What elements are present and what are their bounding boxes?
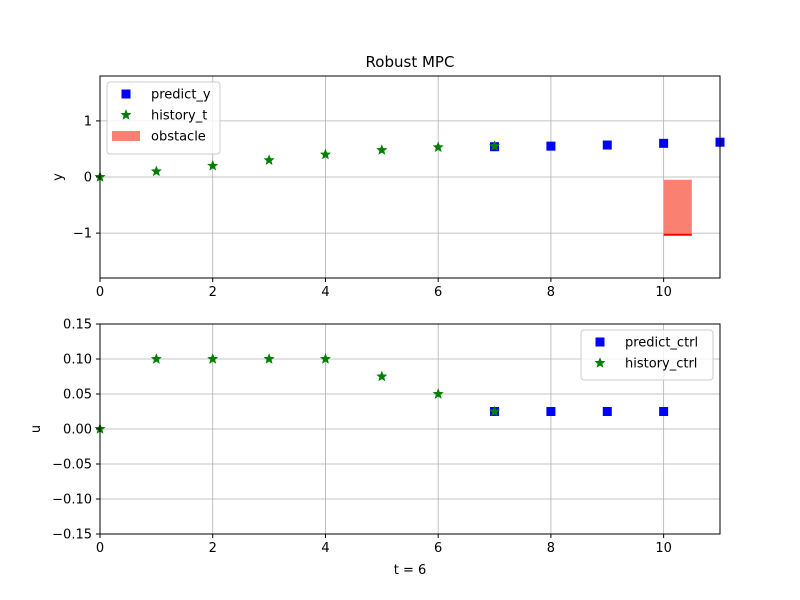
chart-title: Robust MPC [366,53,455,71]
obstacle-rect [663,179,692,235]
x-tick-label: 10 [655,541,672,556]
legend-swatch-history_ctrl [594,357,606,368]
point-predict_y [546,141,556,151]
point-predict_ctrl [602,407,612,416]
legend-label-obstacle: obstacle [151,130,206,145]
x-tick-label: 6 [434,541,442,556]
x-tick-label: 8 [547,541,555,556]
y-tick-label: 0 [84,171,92,186]
point-history_ctrl [263,353,275,364]
point-history_t [150,165,162,177]
bottom-plot-u: 0 2 4 6 8 10 −0.15 −0.10 −0.05 0.00 0.05 0.10 0.15 u p… [29,318,721,557]
y-tick-label: 1 [84,114,92,129]
x-tick-label: 6 [434,285,442,300]
series-history_t [94,140,501,182]
top-legend: predict_y history_t obstacle [106,81,221,155]
legend-label-predict_y: predict_y [151,88,211,103]
point-history_t [207,159,219,171]
x-tick-label: 4 [321,541,329,556]
top-y-axis-label: y [51,173,66,181]
bottom-markers [94,353,669,434]
point-history_ctrl [207,353,219,364]
obstacle [663,179,692,236]
legend-label-predict_ctrl: predict_ctrl [625,336,698,351]
x-tick-label: 2 [209,285,217,300]
point-history_t [263,154,275,165]
x-axis-label: t = 6 [394,563,427,578]
legend-swatch-obstacle [112,131,140,141]
point-history_ctrl [489,405,501,417]
x-tick-label: 0 [96,541,104,556]
point-history_t [376,144,388,155]
x-tick-label: 2 [209,541,217,556]
bottom-ticks: 0 2 4 6 8 10 −0.15 −0.10 −0.05 0.00 0.05 0.10 0.15 [52,318,672,557]
y-tick-label: 0.00 [63,423,92,438]
top-ticks: 0 2 4 6 8 10 −1 0 1 [73,114,672,300]
point-history_t [432,141,444,152]
point-history_t [319,148,331,160]
legend-label-history_ctrl: history_ctrl [625,357,697,372]
x-tick-label: 0 [96,285,104,300]
y-tick-label: −1 [73,227,92,242]
bottom-y-axis-label: u [29,425,44,433]
y-tick-label: 0.05 [63,388,92,403]
legend-swatch-history_t [120,109,132,120]
point-predict_ctrl [546,407,556,416]
x-tick-label: 10 [655,285,672,300]
y-tick-label: −0.10 [52,493,92,508]
y-tick-label: 0.15 [63,318,92,333]
point-history_ctrl [432,388,444,399]
point-history_ctrl [319,353,331,364]
point-history_t [489,140,501,151]
point-predict_y [602,140,612,150]
top-plot-y: 0 2 4 6 8 10 −1 0 1 y predict_y history_t obstacle [51,75,725,300]
x-tick-label: 8 [547,285,555,300]
legend-swatch-predict_ctrl [595,337,605,347]
legend-label-history_t: history_t [151,109,207,124]
x-tick-label: 4 [321,285,329,300]
point-predict_ctrl [659,407,669,416]
y-tick-label: 0.10 [63,353,92,368]
bottom-legend: predict_ctrl history_ctrl [580,329,714,381]
y-tick-label: −0.15 [52,528,92,543]
point-history_ctrl [376,370,388,382]
point-history_ctrl [150,353,162,364]
point-predict_y [659,138,669,148]
legend-box [580,329,714,381]
y-tick-label: −0.05 [52,458,92,473]
legend-swatch-predict_y [121,89,131,99]
